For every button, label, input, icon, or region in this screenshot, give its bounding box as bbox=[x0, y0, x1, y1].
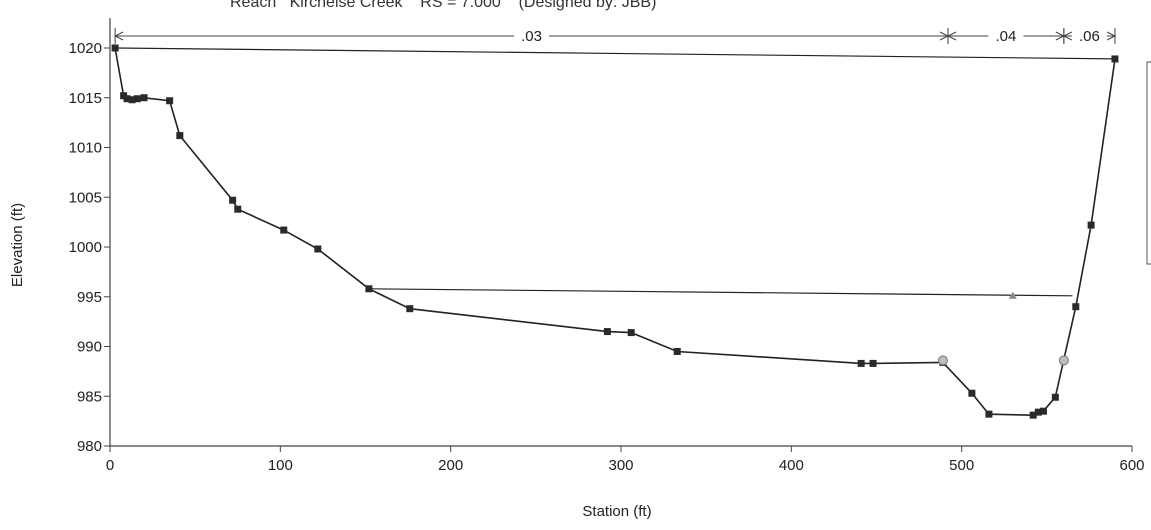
y-tick-label: 995 bbox=[77, 289, 102, 306]
y-tick-label: 985 bbox=[77, 388, 102, 405]
data-point-marker bbox=[176, 132, 184, 140]
data-point-marker bbox=[627, 329, 635, 337]
series-line-1 bbox=[368, 288, 1073, 297]
bank-station-marker bbox=[1058, 355, 1069, 366]
data-point-marker bbox=[234, 205, 242, 213]
data-point-marker bbox=[123, 95, 131, 103]
data-point-marker bbox=[1111, 55, 1119, 63]
y-tick-label: 1005 bbox=[69, 189, 102, 206]
bank-station-marker bbox=[937, 355, 948, 366]
roughness-annotations: .03 .04 .06 bbox=[113, 26, 1117, 46]
data-point-marker bbox=[111, 44, 119, 52]
roughness-label: .04 bbox=[996, 28, 1017, 45]
data-point-marker bbox=[1029, 411, 1037, 419]
data-point-marker bbox=[133, 95, 141, 103]
y-tick-label: 1010 bbox=[69, 140, 102, 157]
chart-axes bbox=[109, 18, 1132, 447]
roughness-arrowhead bbox=[1062, 31, 1073, 41]
data-point-marker bbox=[968, 389, 976, 397]
y-tick-label: 990 bbox=[77, 339, 102, 356]
roughness-label-bg bbox=[988, 26, 1024, 46]
x-tick-label: 200 bbox=[438, 457, 463, 474]
x-tick-label: 100 bbox=[268, 457, 293, 474]
chart-markers bbox=[111, 44, 1119, 419]
data-point-marker bbox=[869, 359, 877, 367]
data-point-marker bbox=[166, 97, 174, 105]
y-tick-label: 1020 bbox=[69, 40, 102, 57]
x-tick-label: 500 bbox=[949, 457, 974, 474]
y-tick-label: 1000 bbox=[69, 239, 102, 256]
y-tick-label: 980 bbox=[77, 438, 102, 455]
y-axis-label: Elevation (ft) bbox=[9, 203, 26, 287]
water-surface-marker bbox=[1008, 291, 1017, 299]
chart-title: Reach Kirchelse Creek RS = 7.000 (Design… bbox=[230, 0, 657, 11]
roughness-arrowhead bbox=[113, 31, 124, 41]
roughness-label: .03 bbox=[521, 28, 542, 45]
data-point-marker bbox=[229, 196, 237, 204]
data-point-marker bbox=[603, 328, 611, 336]
data-point-marker bbox=[314, 245, 322, 253]
roughness-label-bg bbox=[514, 26, 550, 46]
chart-ticks: 0 100 200 300 400 500 600 980 985 990 995 1000 1005 1… bbox=[69, 40, 1145, 474]
data-point-marker bbox=[1087, 221, 1095, 229]
series-line-0 bbox=[114, 47, 1116, 417]
data-point-marker bbox=[280, 226, 288, 234]
data-point-marker bbox=[140, 94, 148, 102]
data-point-marker bbox=[1034, 408, 1042, 416]
data-point-marker bbox=[365, 285, 373, 293]
x-axis-label: Station (ft) bbox=[582, 503, 651, 520]
legend-box-edge bbox=[1146, 61, 1151, 265]
data-point-marker bbox=[985, 410, 993, 418]
roughness-label-bg bbox=[1071, 26, 1107, 46]
data-point-marker bbox=[1051, 393, 1059, 401]
roughness-arrowhead bbox=[946, 31, 957, 41]
x-tick-label: 400 bbox=[779, 457, 804, 474]
x-tick-label: 300 bbox=[608, 457, 633, 474]
x-tick-label: 600 bbox=[1119, 457, 1144, 474]
x-tick-label: 0 bbox=[106, 457, 114, 474]
chart-lines bbox=[114, 47, 1116, 417]
data-point-marker bbox=[1039, 407, 1047, 415]
data-point-marker bbox=[673, 347, 681, 355]
data-point-marker bbox=[857, 359, 865, 367]
data-point-marker bbox=[1072, 303, 1080, 311]
y-tick-label: 1015 bbox=[69, 90, 102, 107]
series-line-2 bbox=[115, 47, 1116, 60]
roughness-arrowhead bbox=[1106, 31, 1117, 41]
data-point-marker bbox=[128, 96, 136, 104]
data-point-marker bbox=[406, 305, 414, 313]
roughness-label: .06 bbox=[1079, 28, 1100, 45]
